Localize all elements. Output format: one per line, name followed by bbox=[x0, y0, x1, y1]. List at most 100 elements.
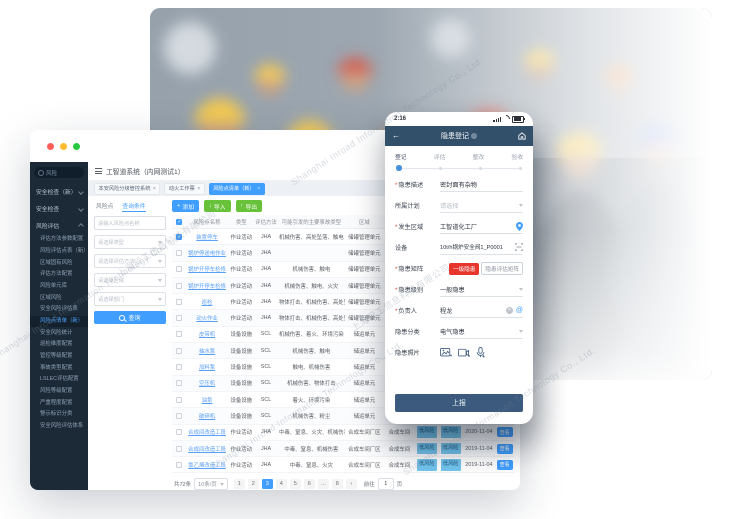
qr-scan-icon[interactable] bbox=[515, 243, 523, 251]
risk-point-link[interactable]: 加料泵 bbox=[198, 365, 216, 372]
view-button[interactable]: 查看 bbox=[496, 443, 513, 454]
step-label[interactable]: 整改 bbox=[472, 155, 485, 161]
tab-chip[interactable]: 风险点清单（新） × bbox=[208, 182, 265, 195]
row-checkbox[interactable] bbox=[175, 249, 182, 256]
sidebar-item[interactable]: 风险评估点表（新） bbox=[40, 247, 88, 254]
filter-tab-conditions[interactable]: 查询条件 bbox=[122, 201, 146, 212]
level-one-button[interactable]: 一级隐患 bbox=[449, 262, 480, 275]
risk-point-link[interactable]: 锅炉开停车检修 bbox=[188, 283, 226, 290]
row-checkbox[interactable] bbox=[175, 461, 182, 468]
next-page-button[interactable]: › bbox=[345, 479, 357, 490]
clear-icon[interactable]: × bbox=[505, 306, 513, 314]
per-page-select[interactable]: 10条/页 bbox=[194, 478, 228, 490]
add-image-icon[interactable] bbox=[440, 347, 452, 358]
step-label[interactable]: 登记 bbox=[395, 155, 407, 161]
close-icon[interactable]: × bbox=[197, 185, 201, 192]
submit-button[interactable]: 上报 bbox=[395, 394, 523, 412]
row-checkbox[interactable] bbox=[175, 364, 182, 371]
level-select[interactable]: 一般隐患 bbox=[440, 283, 523, 297]
sidebar-group-1[interactable]: 安全检查（新） bbox=[30, 183, 88, 200]
risk-point-link[interactable]: 装置停车 bbox=[196, 234, 218, 241]
step-slider[interactable] bbox=[395, 164, 523, 172]
sidebar-group-2[interactable]: 安全检查 bbox=[30, 200, 88, 217]
filter-select[interactable]: 请选择类型 bbox=[94, 235, 166, 249]
close-icon[interactable]: × bbox=[152, 185, 156, 192]
sidebar-item[interactable]: 警示标识分类 bbox=[40, 411, 73, 418]
row-checkbox[interactable] bbox=[175, 396, 182, 403]
sidebar-item[interactable]: 安全风险评估表 bbox=[40, 306, 78, 313]
goto-page-input[interactable]: 1 bbox=[377, 478, 394, 490]
sidebar-item[interactable]: 安全风险统计 bbox=[40, 329, 73, 336]
maximize-window-icon[interactable] bbox=[73, 143, 80, 150]
sidebar-item[interactable]: 评估方法配置 bbox=[40, 271, 73, 278]
sidebar-item[interactable]: 区域风险 bbox=[40, 294, 62, 301]
page-button[interactable]: … bbox=[317, 479, 329, 490]
contact-at-icon[interactable]: @ bbox=[515, 306, 523, 314]
page-button[interactable]: 3 bbox=[261, 479, 273, 490]
device-picker[interactable]: 10t/h锅炉安全阀1_P0001 bbox=[440, 241, 523, 255]
risk-point-link[interactable]: 锅炉停送电作业 bbox=[188, 250, 226, 257]
location-pin-icon[interactable] bbox=[516, 221, 523, 231]
page-button[interactable]: 2 bbox=[247, 479, 259, 490]
sidebar-item[interactable]: 风险单元库 bbox=[40, 282, 67, 289]
risk-point-link[interactable]: 氯乙烯改造工段 bbox=[188, 462, 226, 469]
risk-point-link[interactable]: 动火作业 bbox=[196, 316, 218, 323]
add-video-icon[interactable] bbox=[458, 348, 470, 358]
sidebar-item[interactable]: 风险等级配置 bbox=[40, 387, 73, 394]
step-label[interactable]: 评估 bbox=[433, 155, 446, 161]
home-icon[interactable] bbox=[518, 132, 526, 140]
risk-point-link[interactable]: 空压机 bbox=[198, 381, 216, 388]
close-window-icon[interactable] bbox=[47, 143, 54, 150]
risk-point-link[interactable]: 合成间改造工段 bbox=[188, 430, 226, 437]
row-checkbox[interactable] bbox=[175, 282, 182, 289]
add-button[interactable]: + 添加 bbox=[172, 200, 199, 212]
sidebar-item[interactable]: 事故类型配置 bbox=[40, 364, 73, 371]
step-dot-active[interactable] bbox=[396, 165, 402, 171]
sidebar-item[interactable]: 风险点清单（新） bbox=[30, 315, 88, 328]
sidebar-item[interactable]: 区域固有风险 bbox=[40, 259, 73, 266]
step-dot[interactable] bbox=[479, 166, 483, 170]
view-button[interactable]: 查看 bbox=[496, 459, 513, 470]
row-checkbox[interactable] bbox=[175, 233, 182, 240]
risk-point-link[interactable]: 巡检 bbox=[201, 299, 213, 306]
row-checkbox[interactable] bbox=[175, 266, 182, 273]
step-dot[interactable] bbox=[519, 166, 523, 170]
filter-tab-risk[interactable]: 风险点 bbox=[96, 204, 114, 210]
step-label[interactable]: 验收 bbox=[511, 155, 523, 161]
export-button[interactable]: ↑ 导出 bbox=[235, 200, 263, 212]
risk-point-link[interactable]: 破碎机 bbox=[198, 413, 216, 420]
row-checkbox[interactable] bbox=[175, 429, 182, 436]
sidebar-search-input[interactable]: 风险 bbox=[34, 167, 84, 178]
filter-select[interactable]: 请选择部门 bbox=[94, 292, 166, 306]
page-button[interactable]: 6 bbox=[303, 479, 315, 490]
close-icon[interactable]: × bbox=[257, 185, 261, 192]
row-checkbox[interactable] bbox=[175, 331, 182, 338]
tab-chip[interactable]: 动火工作票 × bbox=[164, 182, 205, 195]
row-checkbox[interactable] bbox=[175, 347, 182, 354]
filter-select[interactable]: 请选择区域 bbox=[94, 273, 166, 287]
row-checkbox[interactable] bbox=[175, 445, 182, 452]
tab-chip[interactable]: 本安风险分级管控系统 × bbox=[94, 182, 161, 195]
risk-name-input[interactable]: 请输入风险点名称 bbox=[94, 216, 166, 230]
category-select[interactable]: 电气隐患 bbox=[440, 325, 523, 339]
page-button[interactable]: 8 bbox=[331, 479, 343, 490]
add-voice-icon[interactable] bbox=[476, 347, 485, 358]
sidebar-item[interactable]: 评估方法参数配置 bbox=[40, 236, 84, 243]
page-button[interactable]: 5 bbox=[289, 479, 301, 490]
risk-point-link[interactable]: 锅炉开停车检修 bbox=[188, 267, 226, 274]
description-input[interactable]: 密封面有杂物 bbox=[440, 178, 523, 192]
query-button[interactable]: 查询 bbox=[94, 311, 166, 324]
page-button[interactable]: 1 bbox=[233, 479, 245, 490]
sidebar-item[interactable]: 安全风险评估体系 bbox=[40, 422, 84, 429]
minimize-window-icon[interactable] bbox=[60, 143, 67, 150]
step-dot[interactable] bbox=[438, 166, 442, 170]
select-all-checkbox[interactable] bbox=[175, 218, 182, 225]
row-checkbox[interactable] bbox=[175, 412, 182, 419]
filter-select[interactable]: 请选择评估方法 bbox=[94, 254, 166, 268]
import-button[interactable]: ↓ 导入 bbox=[204, 200, 231, 212]
owner-picker[interactable]: 程龙 × @ bbox=[440, 304, 523, 318]
back-icon[interactable]: ← bbox=[392, 131, 400, 140]
row-checkbox[interactable] bbox=[175, 298, 182, 305]
risk-point-link[interactable]: 合成间改造工段 bbox=[188, 446, 226, 453]
row-checkbox[interactable] bbox=[175, 380, 182, 387]
